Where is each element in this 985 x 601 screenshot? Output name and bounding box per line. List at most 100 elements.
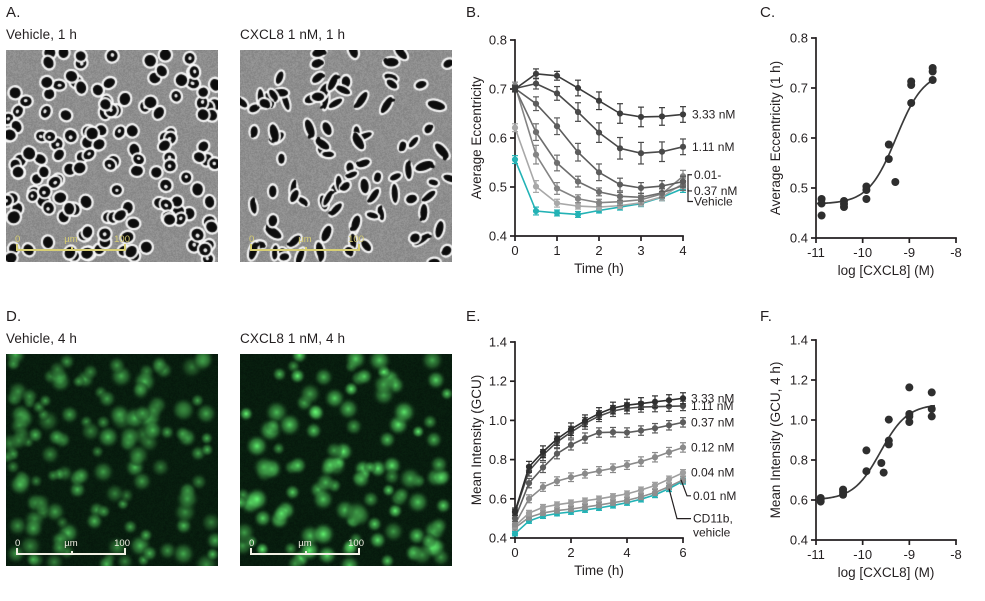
micrograph-vehicle-4h: 0 µm 100 [6,354,218,566]
svg-text:1.0: 1.0 [489,413,507,428]
svg-text:-8: -8 [950,547,962,562]
svg-text:1.2: 1.2 [790,373,808,388]
svg-text:0.4: 0.4 [790,231,808,246]
svg-text:1.11 nM: 1.11 nM [692,140,734,154]
svg-text:0.37 nM: 0.37 nM [694,184,737,198]
chart-panel-c: 0.4 0.5 0.6 0.7 0.8 -11 -10 -9 -8 log [CXCL8] (M)… [768,31,962,279]
svg-text:-11: -11 [807,547,825,562]
svg-text:0.01-: 0.01- [694,168,721,182]
scale-start-label: 0 [249,234,255,245]
panel-letter-e: E. [466,308,481,325]
svg-text:1.11 nM: 1.11 nM [691,399,733,413]
scale-start-label: 0 [249,538,255,549]
svg-text:0.4: 0.4 [489,229,507,244]
svg-text:0.5: 0.5 [489,180,507,195]
svg-text:0.7: 0.7 [790,81,808,96]
scale-bar-midtick [71,551,73,555]
series-0-01-nm [511,476,687,531]
svg-text:log [CXCL8] (M): log [CXCL8] (M) [838,263,935,278]
svg-text:0.7: 0.7 [489,82,507,97]
scale-end-label: 100 [114,234,130,245]
scale-unit-label: µm [298,538,312,549]
svg-text:CD11b,: CD11b, [693,512,733,526]
svg-text:0.8: 0.8 [790,453,808,468]
micrograph-vehicle-1h: 0 µm 100 [6,50,218,262]
scale-end-label: 100 [348,234,364,245]
chart-panel-e: 0.4 0.6 0.8 1.0 1.2 1.4 0 2 4 6 Time (h) Mean Inten… [469,335,736,579]
svg-text:Time (h): Time (h) [574,563,624,578]
svg-text:vehicle: vehicle [693,526,731,540]
micrograph-title-a1: Vehicle, 1 h [6,27,78,42]
panel-letter-a: A. [6,4,21,21]
scale-bar-midtick [305,247,307,251]
svg-text:-11: -11 [807,245,825,260]
scale-bar-a2: 0 µm 100 [249,232,364,254]
svg-text:-10: -10 [853,245,872,260]
scale-bar-d1: 0 µm 100 [15,536,130,558]
scale-unit-label: µm [64,538,78,549]
scale-bar-cap-left [250,548,252,555]
series-3-33-nm [511,392,687,516]
data-points [816,383,936,506]
svg-text:1: 1 [553,243,560,258]
data-points [817,64,937,220]
svg-text:0.6: 0.6 [489,131,507,146]
scale-unit-label: µm [298,234,312,245]
svg-text:0.8: 0.8 [489,452,507,467]
panel-letter-c: C. [760,4,776,21]
svg-text:-10: -10 [853,547,872,562]
scale-bar-d2: 0 µm 100 [249,536,364,558]
svg-text:-9: -9 [904,245,916,260]
svg-text:3: 3 [637,243,644,258]
svg-text:0.6: 0.6 [790,493,808,508]
micrograph-title-a2: CXCL8 1 nM, 1 h [240,27,346,42]
panel-letter-f: F. [760,308,773,325]
scale-bar-cap-right [124,244,126,251]
scale-bar-a1: 0 µm 100 [15,232,130,254]
micrograph-title-d1: Vehicle, 4 h [6,331,78,346]
svg-text:Average Eccentricity: Average Eccentricity [469,76,484,199]
series-3-33-nm [511,68,687,128]
fit-curve [815,404,936,501]
scale-end-label: 100 [348,538,364,549]
scale-bar-cap-left [16,548,18,555]
svg-text:0: 0 [511,545,518,560]
svg-text:1.2: 1.2 [489,374,507,389]
svg-text:-9: -9 [904,547,916,562]
scale-end-label: 100 [114,538,130,549]
svg-text:2: 2 [567,545,574,560]
chart-panel-b: 0.4 0.5 0.6 0.7 0.8 0 1 2 3 4 Time (h) Average Ecce… [469,33,737,277]
scale-bar-cap-right [358,548,360,555]
svg-text:0.37 nM: 0.37 nM [691,415,734,429]
svg-text:Average Eccentricity (1 h): Average Eccentricity (1 h) [768,61,783,215]
series-1-11-nm [511,77,687,165]
svg-text:0.6: 0.6 [790,131,808,146]
svg-text:0.5: 0.5 [790,181,808,196]
svg-text:4: 4 [623,545,630,560]
svg-text:6: 6 [679,545,686,560]
micrograph-cxcl8-1h: 0 µm 100 [240,50,452,262]
series-0-37-nm [511,417,687,522]
micrograph-title-d2: CXCL8 1 nM, 4 h [240,331,346,346]
svg-text:0.4: 0.4 [790,533,808,548]
panel-letter-d: D. [6,308,22,325]
fit-curve [815,78,936,205]
svg-text:3.33 nM: 3.33 nM [692,107,735,121]
svg-text:Vehicle: Vehicle [694,194,733,208]
chart-panel-f: 0.4 0.6 0.8 1.0 1.2 1.4 -11 -10 -9 -8 log [CXCL8] … [768,333,962,581]
scale-bar-cap-right [358,244,360,251]
svg-text:0.8: 0.8 [790,31,808,46]
svg-text:2: 2 [595,243,602,258]
svg-text:-8: -8 [950,245,962,260]
svg-text:Mean Intensity (GCU): Mean Intensity (GCU) [469,375,484,506]
scale-start-label: 0 [15,234,21,245]
scale-start-label: 0 [15,538,21,549]
svg-text:1.4: 1.4 [790,333,808,348]
svg-text:0.8: 0.8 [489,33,507,48]
svg-text:1.0: 1.0 [790,413,808,428]
scale-bar-midtick [305,551,307,555]
svg-text:Mean Intensity (GCU, 4 h): Mean Intensity (GCU, 4 h) [768,362,783,519]
svg-text:0.12 nM: 0.12 nM [691,440,734,454]
svg-text:1.4: 1.4 [489,335,507,350]
series-0-12-nm [511,442,687,528]
